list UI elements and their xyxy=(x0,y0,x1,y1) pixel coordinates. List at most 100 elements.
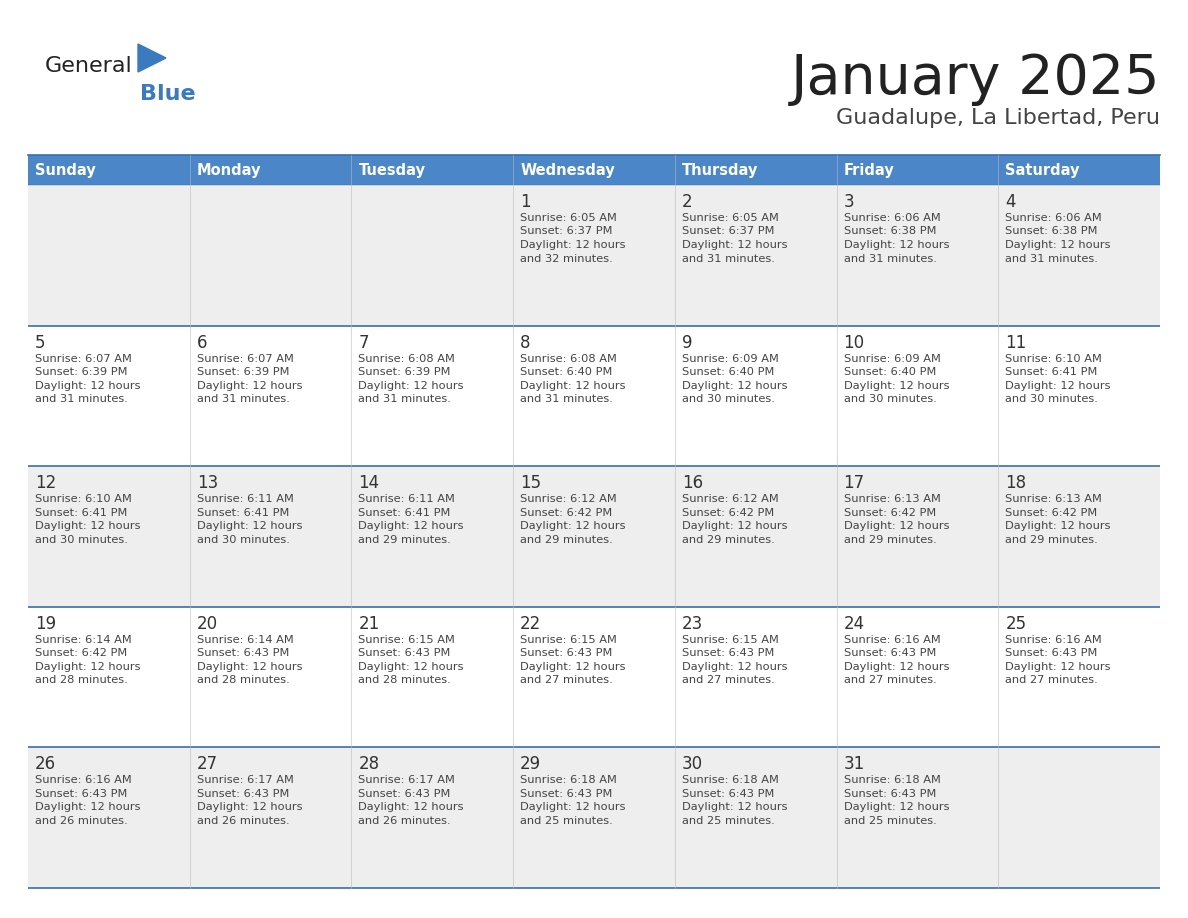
Text: 5: 5 xyxy=(34,333,45,352)
Text: Sunrise: 6:12 AM: Sunrise: 6:12 AM xyxy=(520,494,617,504)
Text: Sunrise: 6:16 AM: Sunrise: 6:16 AM xyxy=(843,635,941,644)
Text: and 29 minutes.: and 29 minutes. xyxy=(520,534,613,544)
Text: and 31 minutes.: and 31 minutes. xyxy=(34,394,128,404)
Text: Daylight: 12 hours: Daylight: 12 hours xyxy=(359,381,465,390)
Bar xyxy=(29,155,190,185)
Text: Daylight: 12 hours: Daylight: 12 hours xyxy=(843,381,949,390)
Text: Daylight: 12 hours: Daylight: 12 hours xyxy=(520,802,626,812)
Text: Daylight: 12 hours: Daylight: 12 hours xyxy=(34,662,140,672)
Text: and 29 minutes.: and 29 minutes. xyxy=(843,534,936,544)
Text: and 30 minutes.: and 30 minutes. xyxy=(843,394,936,404)
Text: Sunset: 6:43 PM: Sunset: 6:43 PM xyxy=(34,789,127,799)
Text: 1: 1 xyxy=(520,193,531,211)
Text: Sunset: 6:40 PM: Sunset: 6:40 PM xyxy=(682,367,775,377)
Text: Sunset: 6:39 PM: Sunset: 6:39 PM xyxy=(197,367,289,377)
Text: Sunset: 6:37 PM: Sunset: 6:37 PM xyxy=(682,227,775,237)
Text: Sunset: 6:38 PM: Sunset: 6:38 PM xyxy=(1005,227,1098,237)
Text: January 2025: January 2025 xyxy=(790,52,1159,106)
Text: and 31 minutes.: and 31 minutes. xyxy=(1005,253,1098,263)
Text: Sunrise: 6:17 AM: Sunrise: 6:17 AM xyxy=(359,776,455,786)
Text: 30: 30 xyxy=(682,756,703,773)
Text: Blue: Blue xyxy=(140,84,196,104)
Text: and 28 minutes.: and 28 minutes. xyxy=(359,676,451,686)
Bar xyxy=(675,155,836,185)
Text: 9: 9 xyxy=(682,333,693,352)
Text: and 30 minutes.: and 30 minutes. xyxy=(34,534,128,544)
Text: Sunrise: 6:09 AM: Sunrise: 6:09 AM xyxy=(843,353,941,364)
Text: Daylight: 12 hours: Daylight: 12 hours xyxy=(843,240,949,250)
Text: Sunset: 6:43 PM: Sunset: 6:43 PM xyxy=(682,789,775,799)
Text: Sunset: 6:43 PM: Sunset: 6:43 PM xyxy=(843,789,936,799)
Text: Sunrise: 6:16 AM: Sunrise: 6:16 AM xyxy=(34,776,132,786)
Text: Daylight: 12 hours: Daylight: 12 hours xyxy=(682,802,788,812)
Text: Sunrise: 6:08 AM: Sunrise: 6:08 AM xyxy=(359,353,455,364)
Text: and 31 minutes.: and 31 minutes. xyxy=(520,394,613,404)
Text: Monday: Monday xyxy=(197,162,261,177)
Text: Sunset: 6:43 PM: Sunset: 6:43 PM xyxy=(197,789,289,799)
Text: Daylight: 12 hours: Daylight: 12 hours xyxy=(682,240,788,250)
Text: Sunrise: 6:10 AM: Sunrise: 6:10 AM xyxy=(34,494,132,504)
Text: Sunrise: 6:18 AM: Sunrise: 6:18 AM xyxy=(682,776,778,786)
Text: Sunset: 6:41 PM: Sunset: 6:41 PM xyxy=(34,508,127,518)
Text: 6: 6 xyxy=(197,333,207,352)
Text: and 29 minutes.: and 29 minutes. xyxy=(682,534,775,544)
Text: Daylight: 12 hours: Daylight: 12 hours xyxy=(843,662,949,672)
Text: and 31 minutes.: and 31 minutes. xyxy=(843,253,936,263)
Text: Sunrise: 6:06 AM: Sunrise: 6:06 AM xyxy=(1005,213,1102,223)
Text: Daylight: 12 hours: Daylight: 12 hours xyxy=(520,240,626,250)
Text: and 31 minutes.: and 31 minutes. xyxy=(197,394,290,404)
Text: Sunrise: 6:10 AM: Sunrise: 6:10 AM xyxy=(1005,353,1102,364)
Text: Daylight: 12 hours: Daylight: 12 hours xyxy=(359,662,465,672)
Text: Daylight: 12 hours: Daylight: 12 hours xyxy=(197,662,302,672)
Text: Daylight: 12 hours: Daylight: 12 hours xyxy=(520,521,626,532)
Text: 11: 11 xyxy=(1005,333,1026,352)
Text: Friday: Friday xyxy=(843,162,895,177)
Text: and 25 minutes.: and 25 minutes. xyxy=(843,816,936,826)
Text: 7: 7 xyxy=(359,333,369,352)
Text: Sunrise: 6:07 AM: Sunrise: 6:07 AM xyxy=(34,353,132,364)
Text: Sunset: 6:43 PM: Sunset: 6:43 PM xyxy=(1005,648,1098,658)
Text: Guadalupe, La Libertad, Peru: Guadalupe, La Libertad, Peru xyxy=(836,108,1159,128)
Text: and 30 minutes.: and 30 minutes. xyxy=(682,394,775,404)
Text: Sunset: 6:42 PM: Sunset: 6:42 PM xyxy=(843,508,936,518)
Text: and 30 minutes.: and 30 minutes. xyxy=(1005,394,1098,404)
Text: 8: 8 xyxy=(520,333,531,352)
Text: Sunset: 6:41 PM: Sunset: 6:41 PM xyxy=(197,508,289,518)
Text: 25: 25 xyxy=(1005,615,1026,633)
Bar xyxy=(836,155,998,185)
Text: Sunset: 6:43 PM: Sunset: 6:43 PM xyxy=(843,648,936,658)
Text: Sunset: 6:41 PM: Sunset: 6:41 PM xyxy=(359,508,450,518)
Text: Sunrise: 6:15 AM: Sunrise: 6:15 AM xyxy=(682,635,778,644)
Bar xyxy=(29,466,1159,607)
Text: Sunrise: 6:09 AM: Sunrise: 6:09 AM xyxy=(682,353,778,364)
Text: Sunrise: 6:16 AM: Sunrise: 6:16 AM xyxy=(1005,635,1102,644)
Text: Sunrise: 6:15 AM: Sunrise: 6:15 AM xyxy=(359,635,455,644)
Text: Saturday: Saturday xyxy=(1005,162,1080,177)
Bar xyxy=(29,607,1159,747)
Text: Daylight: 12 hours: Daylight: 12 hours xyxy=(682,381,788,390)
Text: 17: 17 xyxy=(843,475,865,492)
Text: 27: 27 xyxy=(197,756,217,773)
Text: Daylight: 12 hours: Daylight: 12 hours xyxy=(359,521,465,532)
Text: Sunset: 6:39 PM: Sunset: 6:39 PM xyxy=(34,367,127,377)
Text: Sunset: 6:40 PM: Sunset: 6:40 PM xyxy=(843,367,936,377)
Text: Sunrise: 6:05 AM: Sunrise: 6:05 AM xyxy=(682,213,778,223)
Bar xyxy=(190,155,352,185)
Text: Daylight: 12 hours: Daylight: 12 hours xyxy=(682,521,788,532)
Bar xyxy=(352,155,513,185)
Text: and 29 minutes.: and 29 minutes. xyxy=(359,534,451,544)
Text: Daylight: 12 hours: Daylight: 12 hours xyxy=(34,802,140,812)
Text: Sunset: 6:42 PM: Sunset: 6:42 PM xyxy=(520,508,612,518)
Text: Daylight: 12 hours: Daylight: 12 hours xyxy=(34,381,140,390)
Text: Sunset: 6:43 PM: Sunset: 6:43 PM xyxy=(359,648,450,658)
Text: and 31 minutes.: and 31 minutes. xyxy=(682,253,775,263)
Text: Sunset: 6:42 PM: Sunset: 6:42 PM xyxy=(34,648,127,658)
Text: 29: 29 xyxy=(520,756,542,773)
Text: Daylight: 12 hours: Daylight: 12 hours xyxy=(520,662,626,672)
Text: Daylight: 12 hours: Daylight: 12 hours xyxy=(197,521,302,532)
Text: Sunrise: 6:15 AM: Sunrise: 6:15 AM xyxy=(520,635,617,644)
Text: General: General xyxy=(45,56,133,76)
Text: Daylight: 12 hours: Daylight: 12 hours xyxy=(1005,240,1111,250)
Text: Sunrise: 6:18 AM: Sunrise: 6:18 AM xyxy=(843,776,941,786)
Text: 13: 13 xyxy=(197,475,217,492)
